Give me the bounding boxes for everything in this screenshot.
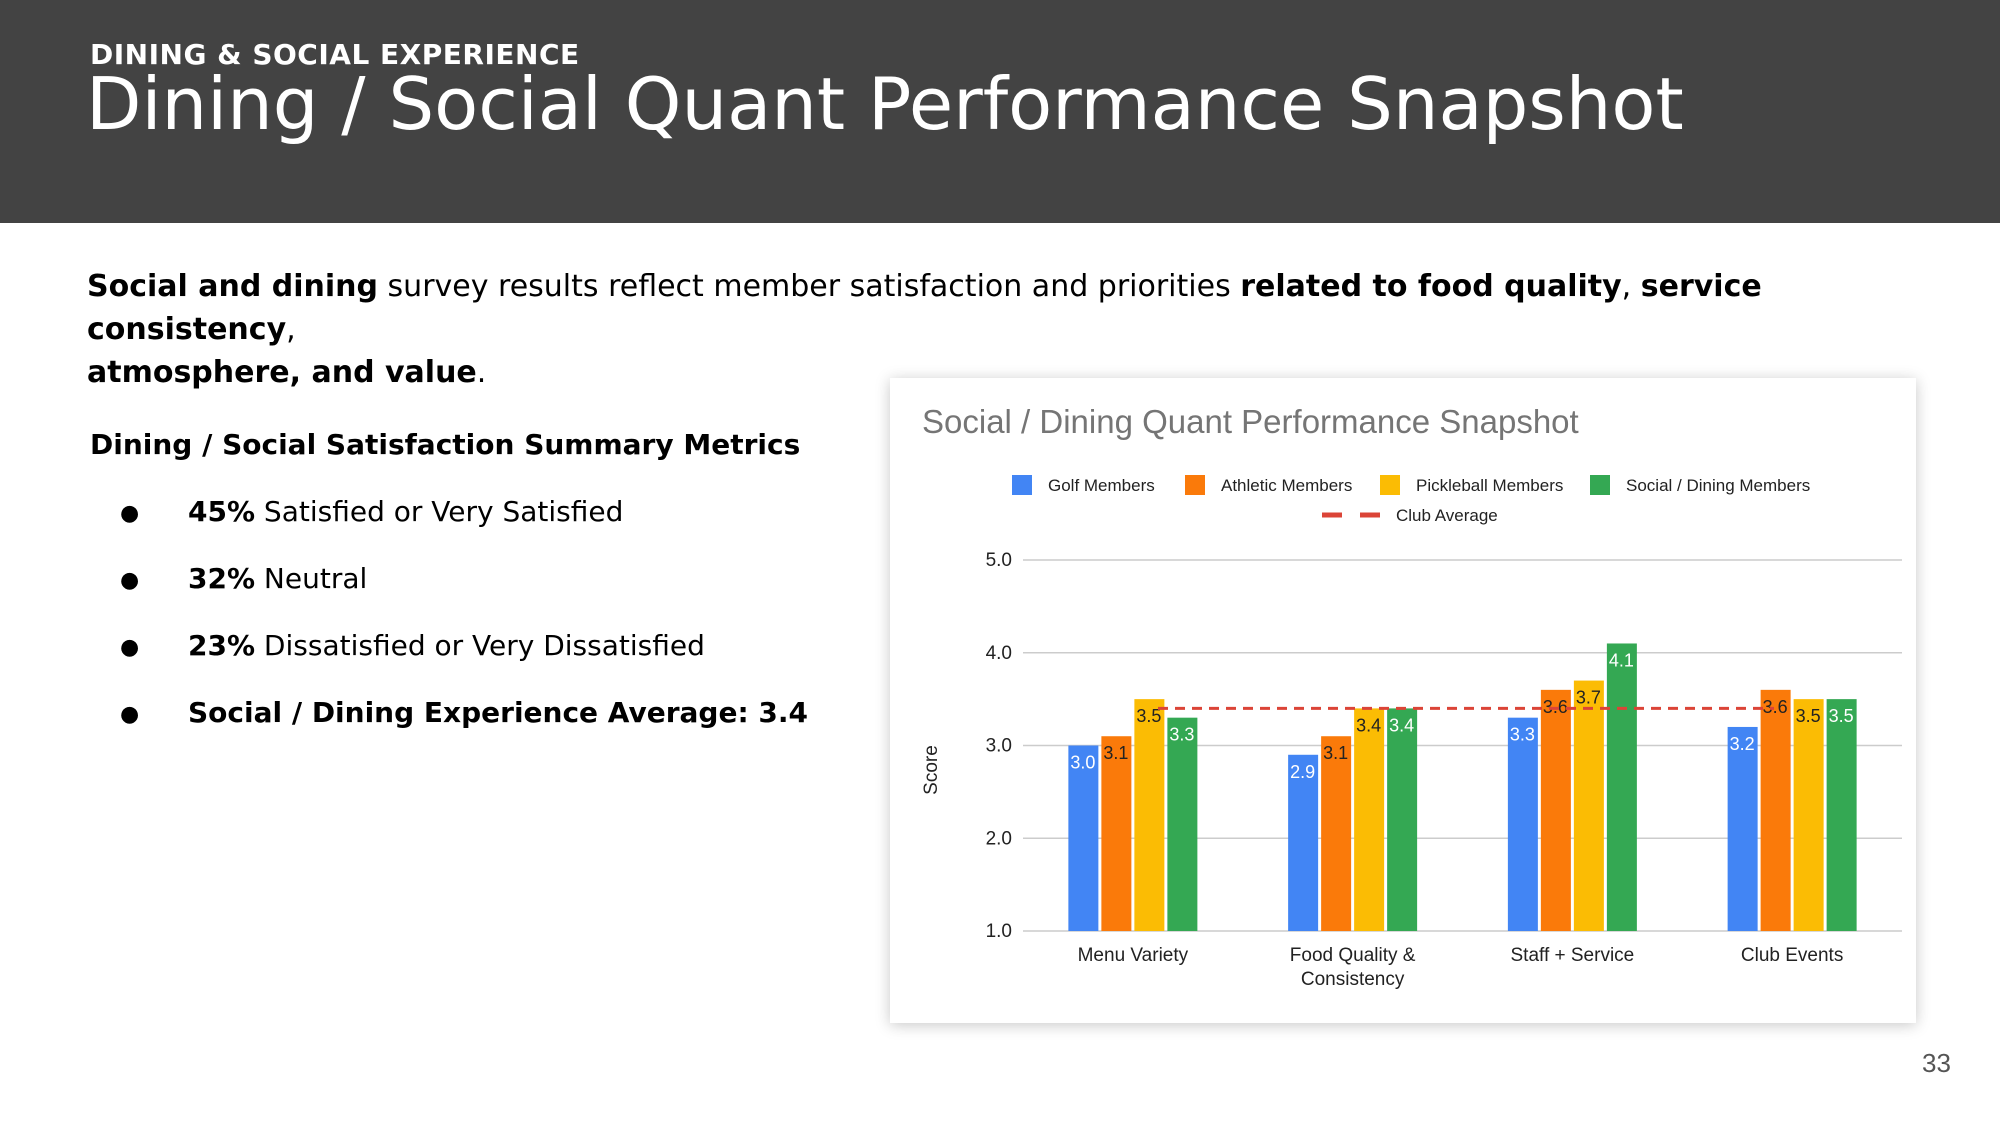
chart-title: Social / Dining Quant Performance Snapsh… <box>922 403 1579 440</box>
data-label: 3.7 <box>1576 688 1601 708</box>
intro-text-2: survey results reflect member satisfacti… <box>378 269 1241 304</box>
data-label: 3.4 <box>1389 715 1414 735</box>
bar-2-3 <box>1606 643 1637 931</box>
x-tick-label: Staff + Service <box>1511 945 1635 966</box>
intro-bold-1: Social and dining <box>87 269 379 304</box>
bar-0-1 <box>1101 736 1132 931</box>
legend-swatch-3 <box>1590 475 1610 495</box>
y-tick-label: 4.0 <box>986 643 1012 664</box>
data-label: 3.5 <box>1829 706 1854 726</box>
intro-bold-3: related to food quality <box>1240 269 1622 304</box>
bullet-icon: ● <box>120 701 140 727</box>
header-banner: DINING & SOCIAL EXPERIENCE Dining / Soci… <box>0 0 2000 223</box>
data-label: 3.3 <box>1169 725 1194 745</box>
intro-text-6: , <box>286 312 296 347</box>
intro-paragraph: Social and dining survey results reflect… <box>87 265 1917 394</box>
legend-swatch-0 <box>1012 475 1032 495</box>
data-label: 3.0 <box>1070 753 1095 773</box>
metric-label: Dissatisfied or Very Dissatisfied <box>255 629 705 662</box>
summary-title: Dining / Social Satisfaction Summary Met… <box>90 428 801 461</box>
section-eyebrow: DINING & SOCIAL EXPERIENCE <box>90 38 580 71</box>
bar-0-0 <box>1068 745 1099 931</box>
data-label: 3.6 <box>1543 697 1568 717</box>
x-tick-label: Menu Variety <box>1078 945 1189 966</box>
bar-3-3 <box>1826 699 1857 931</box>
metric-item-satisfied: ● 45% Satisfied or Very Satisfied <box>120 495 623 528</box>
page-title: Dining / Social Quant Performance Snapsh… <box>86 62 1684 146</box>
y-axis-label: Score <box>921 745 942 795</box>
bullet-icon: ● <box>120 634 140 660</box>
bar-2-1 <box>1540 689 1571 931</box>
intro-text-8: . <box>476 355 487 390</box>
legend-label-2: Pickleball Members <box>1416 476 1563 495</box>
data-label: 3.6 <box>1763 697 1788 717</box>
legend-label-ref: Club Average <box>1396 506 1498 525</box>
y-tick-label: 2.0 <box>986 828 1012 849</box>
legend-label-0: Golf Members <box>1048 476 1155 495</box>
x-tick-label: Club Events <box>1741 945 1843 966</box>
y-tick-label: 5.0 <box>986 550 1012 571</box>
page-number: 33 <box>1922 1048 1951 1078</box>
bar-chart: Social / Dining Quant Performance Snapsh… <box>921 403 1902 990</box>
bar-2-0 <box>1507 717 1538 931</box>
legend-swatch-1 <box>1185 475 1205 495</box>
metric-item-neutral: ● 32% Neutral <box>120 562 367 595</box>
bar-1-2 <box>1354 708 1385 931</box>
bar-0-2 <box>1134 699 1165 931</box>
metric-value: 32% <box>188 562 256 595</box>
metric-value: 45% <box>188 495 256 528</box>
legend-label-1: Athletic Members <box>1221 476 1352 495</box>
legend-label-3: Social / Dining Members <box>1626 476 1810 495</box>
metric-label: Neutral <box>255 562 368 595</box>
bar-2-2 <box>1573 680 1604 931</box>
y-tick-label: 1.0 <box>986 921 1012 942</box>
metric-item-dissatisfied: ● 23% Dissatisfied or Very Dissatisfied <box>120 629 705 662</box>
bar-3-1 <box>1760 689 1791 931</box>
bar-0-3 <box>1167 717 1198 931</box>
bar-1-1 <box>1321 736 1352 931</box>
data-label: 3.5 <box>1136 706 1161 726</box>
data-label: 4.1 <box>1609 650 1634 670</box>
data-label: 3.4 <box>1356 715 1381 735</box>
intro-bold-5: service consistency <box>87 269 1762 347</box>
data-label: 3.1 <box>1323 743 1348 763</box>
x-tick-label: Consistency <box>1301 969 1405 990</box>
x-tick-label: Food Quality & <box>1290 945 1416 966</box>
chart-card: Social / Dining Quant Performance Snapsh… <box>890 378 1916 1023</box>
data-label: 2.9 <box>1290 762 1315 782</box>
y-tick-label: 3.0 <box>986 736 1012 757</box>
legend-swatch-2 <box>1380 475 1400 495</box>
metric-value: 23% <box>188 629 256 662</box>
bar-3-0 <box>1727 726 1758 931</box>
metric-label: Satisfied or Very Satisfied <box>255 495 624 528</box>
metric-item-average: ● Social / Dining Experience Average: 3.4 <box>120 696 808 729</box>
data-label: 3.2 <box>1730 734 1755 754</box>
bar-1-0 <box>1288 754 1319 931</box>
metric-value: Social / Dining Experience Average: 3.4 <box>188 696 808 729</box>
data-label: 3.1 <box>1103 743 1128 763</box>
bullet-icon: ● <box>120 567 140 593</box>
data-label: 3.3 <box>1510 725 1535 745</box>
intro-text-4: , <box>1621 269 1641 304</box>
bar-3-2 <box>1793 699 1824 931</box>
data-label: 3.5 <box>1796 706 1821 726</box>
intro-bold-7: atmosphere, and value <box>87 355 477 390</box>
bar-1-3 <box>1387 708 1418 931</box>
bullet-icon: ● <box>120 500 140 526</box>
